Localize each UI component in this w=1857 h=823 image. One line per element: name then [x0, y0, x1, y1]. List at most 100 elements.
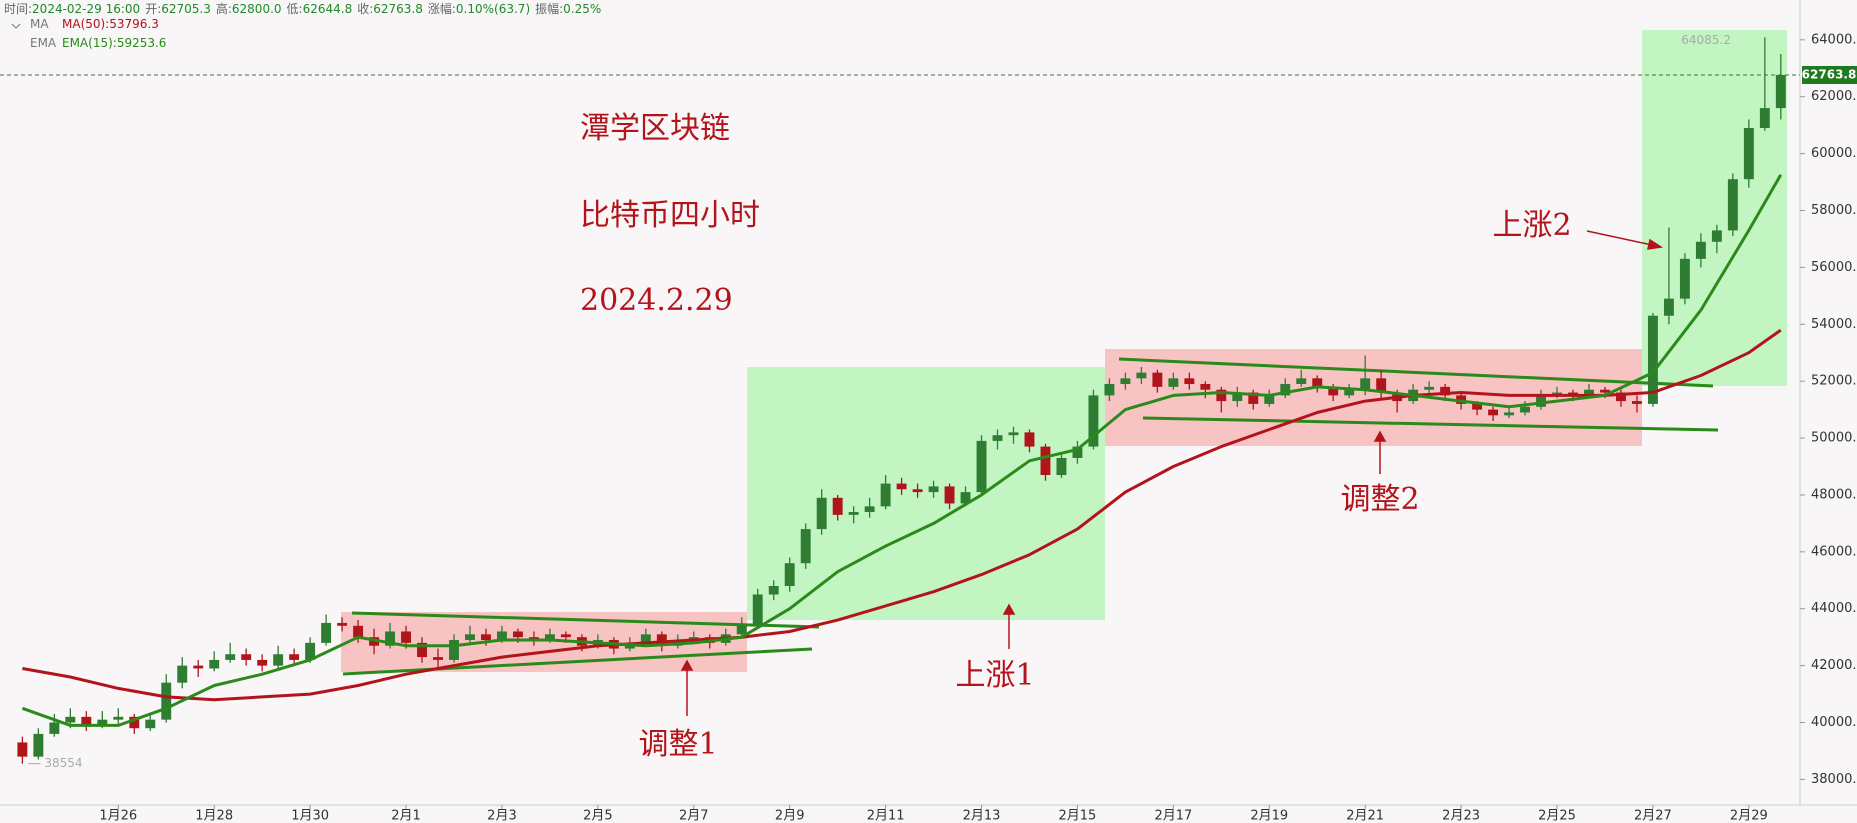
y-tick-label: 38000.0 [1811, 772, 1857, 787]
candle-body [1264, 395, 1275, 404]
y-tick-label: 64000.0 [1811, 32, 1857, 47]
candle-body [1136, 372, 1147, 379]
candle-body [1584, 389, 1594, 396]
x-tick-label: 2月25 [1538, 809, 1576, 823]
x-tick-label: 2月29 [1730, 809, 1768, 823]
candle-body [992, 435, 1003, 441]
candle-body [1008, 432, 1019, 436]
candle-body [1488, 409, 1499, 416]
candle-body [1759, 108, 1770, 129]
candle-body [33, 733, 44, 757]
candle-body [896, 483, 907, 490]
info-value: 2024-02-29 16:00 [32, 2, 141, 16]
candle-body [465, 634, 475, 641]
candle-body [1663, 298, 1674, 316]
x-tick-label: 1月28 [195, 809, 233, 823]
candle-body [129, 716, 140, 729]
y-tick-label: 56000.0 [1811, 260, 1857, 275]
candle-body [848, 512, 859, 515]
candle-body [353, 625, 364, 638]
candle-body [417, 642, 427, 658]
y-tick-label: 42000.0 [1811, 658, 1857, 673]
candle-body [433, 657, 443, 660]
candle-body [481, 634, 491, 641]
candle-body [1024, 432, 1035, 447]
candle-body [257, 659, 268, 666]
trend-line [1118, 357, 1714, 388]
candle-body [816, 497, 827, 530]
candle-body [1631, 401, 1642, 404]
candle-body [1104, 384, 1115, 396]
annotation: 比特币四小时 [580, 198, 760, 233]
y-tick-label: 62000.0 [1811, 89, 1857, 104]
indicator-line [21, 174, 1783, 727]
low-marker: 38554 [44, 756, 82, 770]
candle-body [880, 483, 891, 507]
candle-body [1472, 403, 1483, 410]
candle-body [784, 563, 795, 586]
candle-body [113, 716, 124, 720]
indicator-label: EMA(15):59253.6 [62, 36, 167, 50]
indicator-group: MA [30, 17, 49, 31]
candle-body [800, 529, 811, 564]
zone [1105, 349, 1642, 446]
candle-body [1072, 446, 1083, 458]
candle-body [944, 486, 955, 504]
candle-body [225, 654, 236, 660]
candle-body [1775, 74, 1786, 109]
candle-body [512, 631, 523, 638]
candle-body [1328, 386, 1339, 396]
candle-body [1216, 389, 1227, 402]
candle-body [864, 506, 875, 513]
x-tick-label: 2月19 [1250, 809, 1288, 823]
candle-body [81, 716, 92, 726]
candle-body [289, 654, 300, 660]
candle-body [1424, 386, 1435, 390]
x-tick-label: 2月17 [1154, 809, 1192, 823]
x-tick-label: 2月27 [1634, 809, 1672, 823]
candle-body [1056, 457, 1067, 476]
candle-body [1695, 241, 1706, 259]
y-tick-label: 40000.0 [1811, 715, 1857, 730]
candle-body [1440, 386, 1451, 396]
x-tick-label: 2月23 [1442, 809, 1480, 823]
info-value: 62763.8 [373, 2, 423, 16]
indicator-label: MA(50):53796.3 [62, 17, 159, 31]
candle-body [912, 489, 923, 493]
candle-body [1184, 378, 1195, 385]
candle-body [496, 631, 507, 641]
x-tick-label: 2月5 [583, 809, 613, 823]
y-tick-label: 58000.0 [1811, 203, 1857, 218]
x-tick-label: 2月1 [391, 809, 421, 823]
candle-body [1536, 395, 1546, 407]
x-tick-label: 2月7 [679, 809, 709, 823]
candle-body [97, 719, 108, 726]
candle-body [321, 622, 332, 643]
info-value: 0.25% [563, 2, 602, 16]
candle-body [1296, 378, 1307, 385]
last-price-box [1802, 65, 1857, 84]
collapse-chevron[interactable] [11, 23, 21, 29]
candle-body [449, 640, 459, 660]
candle-body [1344, 389, 1355, 396]
info-value: 0.10%(63.7) [455, 2, 531, 16]
annotation: 上涨1 [955, 658, 1034, 693]
info-label: 低: [286, 2, 303, 16]
candle-body [1088, 395, 1099, 447]
arrow-head [1373, 430, 1387, 442]
candle-body [1120, 378, 1131, 385]
candle-body [305, 642, 316, 660]
candle-body [976, 440, 987, 493]
candle-body [65, 716, 76, 723]
annotation: 调整2 [1340, 482, 1419, 517]
arrow [1586, 230, 1653, 246]
trend-line [342, 647, 813, 676]
candle-body [193, 665, 204, 669]
candle-body [1248, 392, 1259, 404]
candle-body [145, 719, 156, 729]
zone [747, 367, 1105, 620]
candle-body [1200, 384, 1211, 390]
candle-body [161, 682, 172, 720]
